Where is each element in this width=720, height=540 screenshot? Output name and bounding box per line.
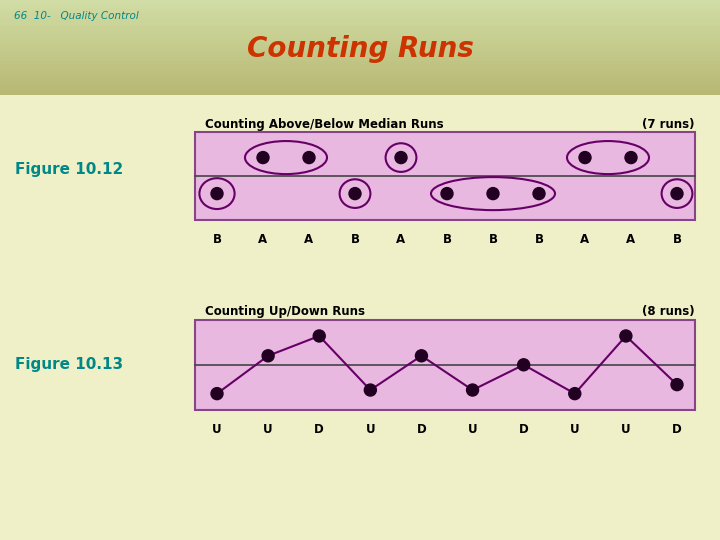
Circle shape [671, 379, 683, 390]
Bar [0, 0, 720, 2]
Text: U: U [570, 423, 580, 436]
Bar [0, 62, 720, 64]
Circle shape [349, 187, 361, 200]
Text: D: D [417, 423, 426, 436]
Circle shape [364, 384, 377, 396]
Circle shape [211, 187, 223, 200]
Bar [0, 38, 720, 40]
Bar [0, 90, 720, 92]
Circle shape [579, 152, 591, 164]
Bar [0, 80, 720, 83]
Text: B: B [443, 233, 451, 246]
Text: B: B [212, 233, 222, 246]
Bar [0, 28, 720, 31]
Text: Figure 10.12: Figure 10.12 [15, 162, 123, 177]
Circle shape [313, 330, 325, 342]
Circle shape [211, 388, 223, 400]
Text: U: U [212, 423, 222, 436]
Text: A: A [305, 233, 314, 246]
Bar [0, 66, 720, 69]
Bar [0, 50, 720, 52]
Bar [0, 2, 720, 5]
Bar [0, 26, 720, 28]
Circle shape [467, 384, 479, 396]
Circle shape [415, 350, 428, 362]
Circle shape [262, 350, 274, 362]
Text: (7 runs): (7 runs) [642, 118, 695, 131]
Text: B: B [534, 233, 544, 246]
Bar [0, 55, 720, 57]
Text: B: B [488, 233, 498, 246]
Bar [0, 76, 720, 78]
Bar [0, 45, 720, 47]
Text: D: D [519, 423, 528, 436]
Bar [0, 92, 720, 94]
Text: B: B [672, 233, 682, 246]
Bar [0, 19, 720, 21]
Circle shape [487, 187, 499, 200]
Bar [0, 59, 720, 62]
Circle shape [569, 388, 581, 400]
Bar [0, 10, 720, 12]
Bar [0, 83, 720, 85]
Text: U: U [366, 423, 375, 436]
Text: U: U [468, 423, 477, 436]
Text: Figure 10.13: Figure 10.13 [15, 357, 123, 372]
Bar [0, 43, 720, 45]
Bar [195, 132, 695, 220]
Text: A: A [626, 233, 636, 246]
Bar [0, 31, 720, 33]
Bar [0, 73, 720, 76]
Text: 66  10-   Quality Control: 66 10- Quality Control [14, 11, 139, 22]
Text: A: A [397, 233, 405, 246]
Bar [0, 87, 720, 90]
Bar [0, 40, 720, 43]
Text: D: D [672, 423, 682, 436]
Circle shape [518, 359, 530, 371]
Bar [0, 36, 720, 38]
Circle shape [533, 187, 545, 200]
Bar [0, 47, 720, 50]
Bar [0, 5, 720, 7]
Bar [0, 21, 720, 24]
Circle shape [625, 152, 637, 164]
Bar [0, 78, 720, 80]
Text: A: A [258, 233, 268, 246]
Bar [0, 33, 720, 36]
Bar [0, 57, 720, 59]
Text: Counting Above/Below Median Runs: Counting Above/Below Median Runs [205, 118, 444, 131]
Text: (8 runs): (8 runs) [642, 305, 695, 318]
Bar [0, 17, 720, 19]
Bar [0, 64, 720, 66]
Text: Counting Up/Down Runs: Counting Up/Down Runs [205, 305, 365, 318]
Circle shape [257, 152, 269, 164]
Bar [0, 52, 720, 55]
Bar [195, 320, 695, 410]
Bar [0, 7, 720, 10]
Text: U: U [264, 423, 273, 436]
Text: Counting Runs: Counting Runs [246, 35, 474, 63]
Bar [0, 85, 720, 87]
Text: B: B [351, 233, 359, 246]
Bar [0, 14, 720, 17]
Text: D: D [315, 423, 324, 436]
Text: A: A [580, 233, 590, 246]
Circle shape [441, 187, 453, 200]
Bar [0, 12, 720, 14]
Bar [0, 69, 720, 71]
Circle shape [620, 330, 632, 342]
Bar [0, 24, 720, 26]
Circle shape [671, 187, 683, 200]
Bar [0, 71, 720, 73]
Circle shape [303, 152, 315, 164]
Text: U: U [621, 423, 631, 436]
Circle shape [395, 152, 407, 164]
